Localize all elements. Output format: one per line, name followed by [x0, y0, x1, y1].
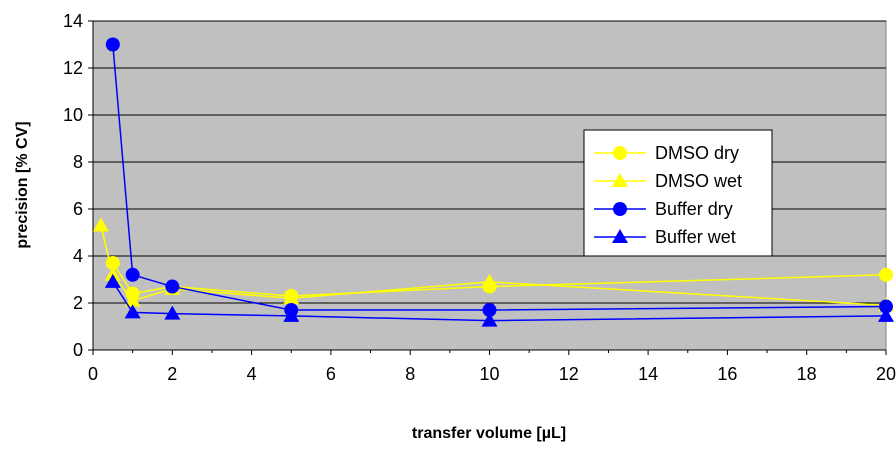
x-tick-label: 16: [717, 364, 737, 384]
y-tick-label: 0: [73, 340, 83, 360]
y-tick-label: 6: [73, 199, 83, 219]
data-point-buffer-wet: [283, 307, 300, 322]
x-tick-label: 2: [167, 364, 177, 384]
data-point-dmso-wet: [481, 273, 498, 288]
x-tick-label: 14: [638, 364, 658, 384]
x-tick-label: 0: [88, 364, 98, 384]
y-tick-label: 2: [73, 293, 83, 313]
legend-item-dmso-wet: DMSO wet: [594, 171, 742, 191]
data-point-buffer-wet: [878, 307, 894, 322]
x-tick-label: 18: [797, 364, 817, 384]
data-point-buffer-dry: [125, 267, 140, 282]
data-point-buffer-dry: [165, 279, 180, 294]
data-point-dmso-wet: [92, 217, 109, 232]
data-point-buffer-wet: [124, 304, 141, 319]
y-axis-title: precision [% CV]: [14, 121, 31, 248]
legend-item-buffer-dry: Buffer dry: [594, 199, 733, 219]
legend: DMSO dry DMSO wet Buffer dry Buffer wet: [583, 129, 773, 257]
x-axis-ticks: 0 2 4 6 8 10 12 14 16 18 20: [88, 350, 896, 384]
x-tick-label: 12: [559, 364, 579, 384]
data-point-buffer-dry: [879, 299, 893, 314]
data-point-dmso-wet: [104, 266, 121, 281]
y-tick-label: 12: [63, 58, 83, 78]
x-axis-title: transfer volume [µL]: [412, 425, 566, 442]
data-point-dmso-dry: [879, 267, 893, 282]
series-line-buffer-wet: [112, 281, 887, 322]
y-tick-label: 14: [63, 11, 83, 31]
legend-label: Buffer wet: [655, 227, 736, 247]
y-tick-label: 10: [63, 105, 83, 125]
x-tick-label: 4: [247, 364, 257, 384]
x-tick-label: 20: [876, 364, 896, 384]
data-point-buffer-wet: [164, 305, 181, 320]
series-layer: [92, 37, 894, 327]
legend-item-buffer-wet: Buffer wet: [594, 227, 736, 247]
series-buffer-wet: [104, 273, 894, 327]
legend-marker: [612, 229, 628, 243]
x-tick-label: 8: [405, 364, 415, 384]
legend-label: Buffer dry: [655, 199, 733, 219]
y-tick-label: 8: [73, 152, 83, 172]
y-tick-label: 4: [73, 246, 83, 266]
series-buffer-dry: [105, 37, 893, 318]
data-point-buffer-wet: [104, 273, 121, 288]
y-axis-ticks: 0 2 4 6 8 10 12 14: [63, 11, 93, 360]
data-point-dmso-wet: [283, 290, 300, 305]
x-tick-label: 6: [326, 364, 336, 384]
legend-label: DMSO dry: [655, 143, 739, 163]
x-tick-label: 10: [479, 364, 499, 384]
series-line-buffer-dry: [112, 44, 887, 311]
legend-marker: [612, 173, 628, 187]
legend-marker: [613, 202, 627, 216]
legend-marker: [613, 146, 627, 160]
legend-items: DMSO dry DMSO wet Buffer dry Buffer wet: [594, 143, 742, 247]
data-point-buffer-dry: [482, 303, 497, 318]
data-point-dmso-wet: [124, 292, 141, 307]
legend-item-dmso-dry: DMSO dry: [594, 143, 739, 163]
data-point-buffer-dry: [105, 37, 120, 52]
data-point-buffer-wet: [481, 312, 498, 327]
legend-label: DMSO wet: [655, 171, 742, 191]
